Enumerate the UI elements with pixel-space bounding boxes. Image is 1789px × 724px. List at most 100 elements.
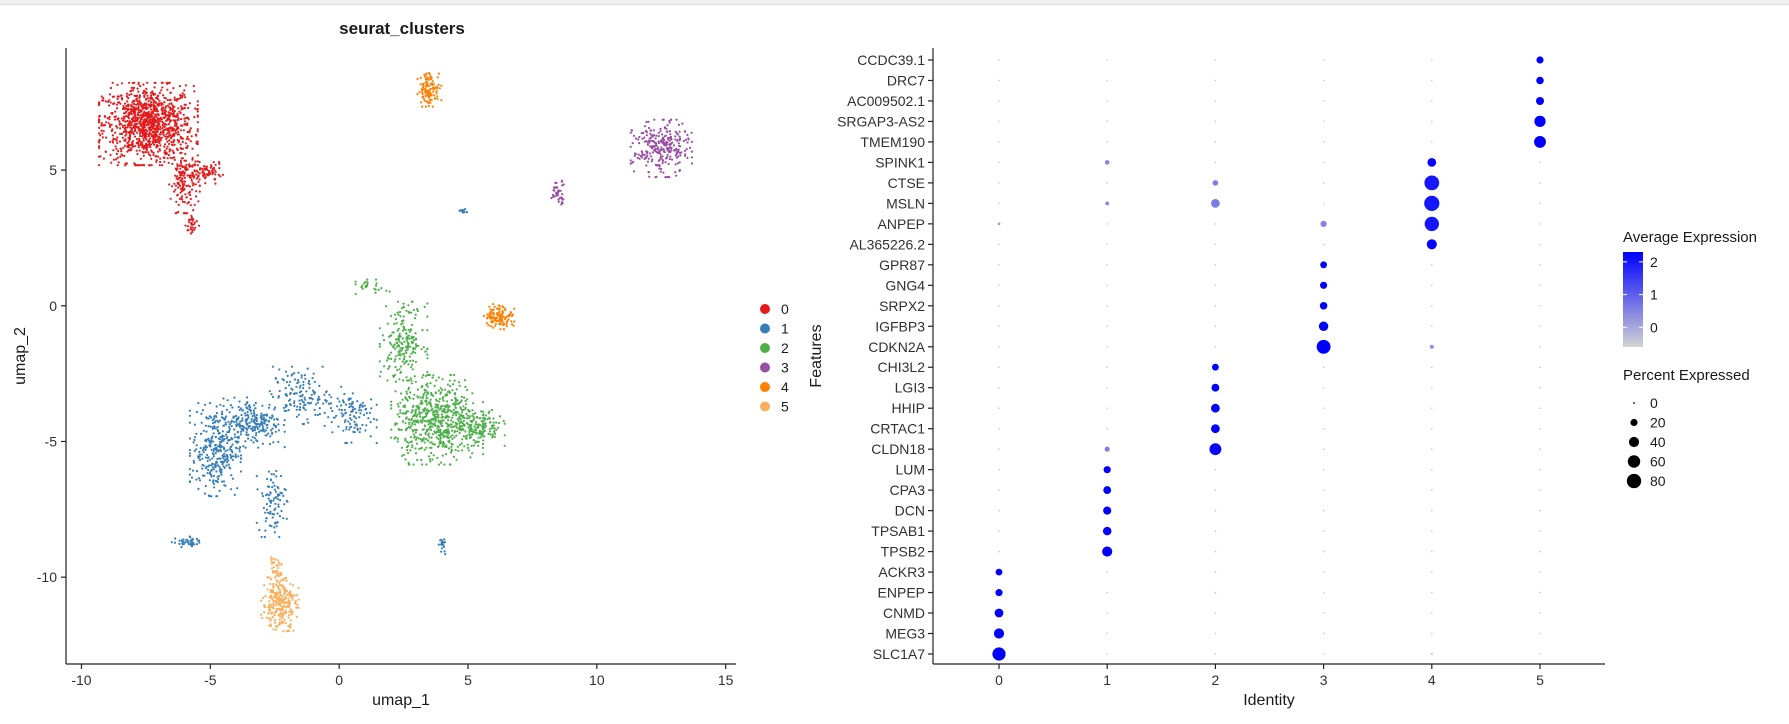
feature-label: SLC1A7 (873, 646, 925, 662)
umap-point (421, 329, 424, 332)
umap-point (135, 138, 138, 141)
umap-point (360, 286, 363, 289)
umap-point (308, 402, 311, 405)
dot-GPR87-4 (1431, 264, 1433, 266)
umap-point (219, 175, 222, 178)
dot-LGI3-1 (1106, 386, 1108, 389)
umap-point (252, 441, 255, 444)
umap-point (142, 112, 145, 115)
umap-point (430, 451, 433, 455)
umap-point (386, 379, 389, 382)
umap-point (131, 101, 134, 104)
umap-point (686, 133, 689, 137)
umap-point (223, 418, 226, 421)
umap-point (165, 135, 168, 138)
umap-point (423, 391, 426, 394)
umap-point (169, 156, 172, 159)
dot-IGFBP3-2 (1214, 325, 1217, 328)
umap-point (667, 138, 670, 141)
umap-point (458, 443, 462, 446)
umap-point (645, 150, 648, 153)
umap-point (437, 389, 440, 392)
umap-point (261, 495, 265, 498)
umap-point (674, 171, 677, 174)
umap-point (441, 445, 444, 448)
umap-point (493, 305, 496, 308)
umap-point (133, 114, 136, 117)
umap-point (231, 458, 234, 461)
dot-CTSE-0 (998, 182, 1000, 184)
size-legend-dot (1626, 473, 1642, 489)
umap-point (107, 100, 110, 103)
umap-point (392, 331, 395, 334)
umap-point (245, 427, 248, 430)
umap-point (151, 97, 154, 100)
umap-point (308, 383, 311, 386)
feature-label: ACKR3 (878, 564, 925, 580)
umap-point (98, 132, 101, 135)
umap-point (168, 131, 171, 134)
umap-point (402, 306, 405, 309)
umap-point (393, 343, 396, 346)
umap-point (227, 420, 230, 423)
umap-point (455, 388, 458, 391)
umap-point (159, 144, 162, 147)
umap-point (152, 110, 155, 113)
umap-point (262, 506, 265, 509)
umap-point (142, 137, 145, 140)
umap-point (395, 338, 398, 341)
umap-point (148, 137, 152, 140)
umap-point (441, 432, 444, 435)
umap-point (464, 399, 467, 403)
umap-point (217, 437, 220, 440)
umap-point (690, 156, 694, 159)
feature-label: CTSE (888, 175, 925, 191)
umap-point (186, 174, 189, 177)
umap-point (231, 477, 234, 480)
umap-point (138, 132, 141, 135)
umap-point (196, 121, 199, 124)
umap-point (420, 101, 423, 104)
dot-ENPEP-1 (1106, 591, 1108, 594)
umap-point (161, 164, 164, 167)
umap-point (640, 150, 643, 153)
umap-point (207, 173, 210, 176)
umap-point (191, 469, 195, 472)
umap-point (294, 601, 297, 605)
umap-point (120, 132, 124, 135)
umap-point (502, 315, 505, 318)
umap-point (211, 466, 215, 469)
umap-point (195, 220, 198, 223)
dot-DCN-3 (1322, 509, 1325, 512)
umap-point (150, 164, 153, 167)
umap-point (268, 524, 271, 527)
umap-point (440, 416, 443, 419)
umap-point (411, 359, 415, 362)
umap-point (676, 150, 680, 153)
umap-point (232, 420, 236, 423)
umap-point (150, 133, 153, 136)
umap-point (487, 324, 490, 327)
umap-point (341, 415, 344, 418)
umap-point (98, 119, 101, 123)
dot-CRTAC1-5 (1539, 427, 1541, 430)
umap-point (154, 136, 157, 139)
umap-point (483, 417, 486, 420)
umap-point (674, 138, 677, 141)
umap-point (450, 399, 453, 402)
umap-point (237, 416, 240, 419)
umap-point (294, 378, 297, 381)
umap-point (434, 86, 437, 89)
umap-point (128, 120, 132, 123)
umap-point (471, 392, 474, 395)
umap-point (126, 100, 129, 103)
umap-point (236, 430, 240, 433)
umap-point (135, 141, 138, 145)
umap-point (196, 142, 199, 146)
umap-point (467, 426, 470, 429)
umap-point (679, 145, 682, 148)
umap-point (412, 430, 415, 433)
umap-point (123, 124, 126, 127)
umap-point (327, 416, 330, 419)
umap-point (643, 136, 646, 139)
